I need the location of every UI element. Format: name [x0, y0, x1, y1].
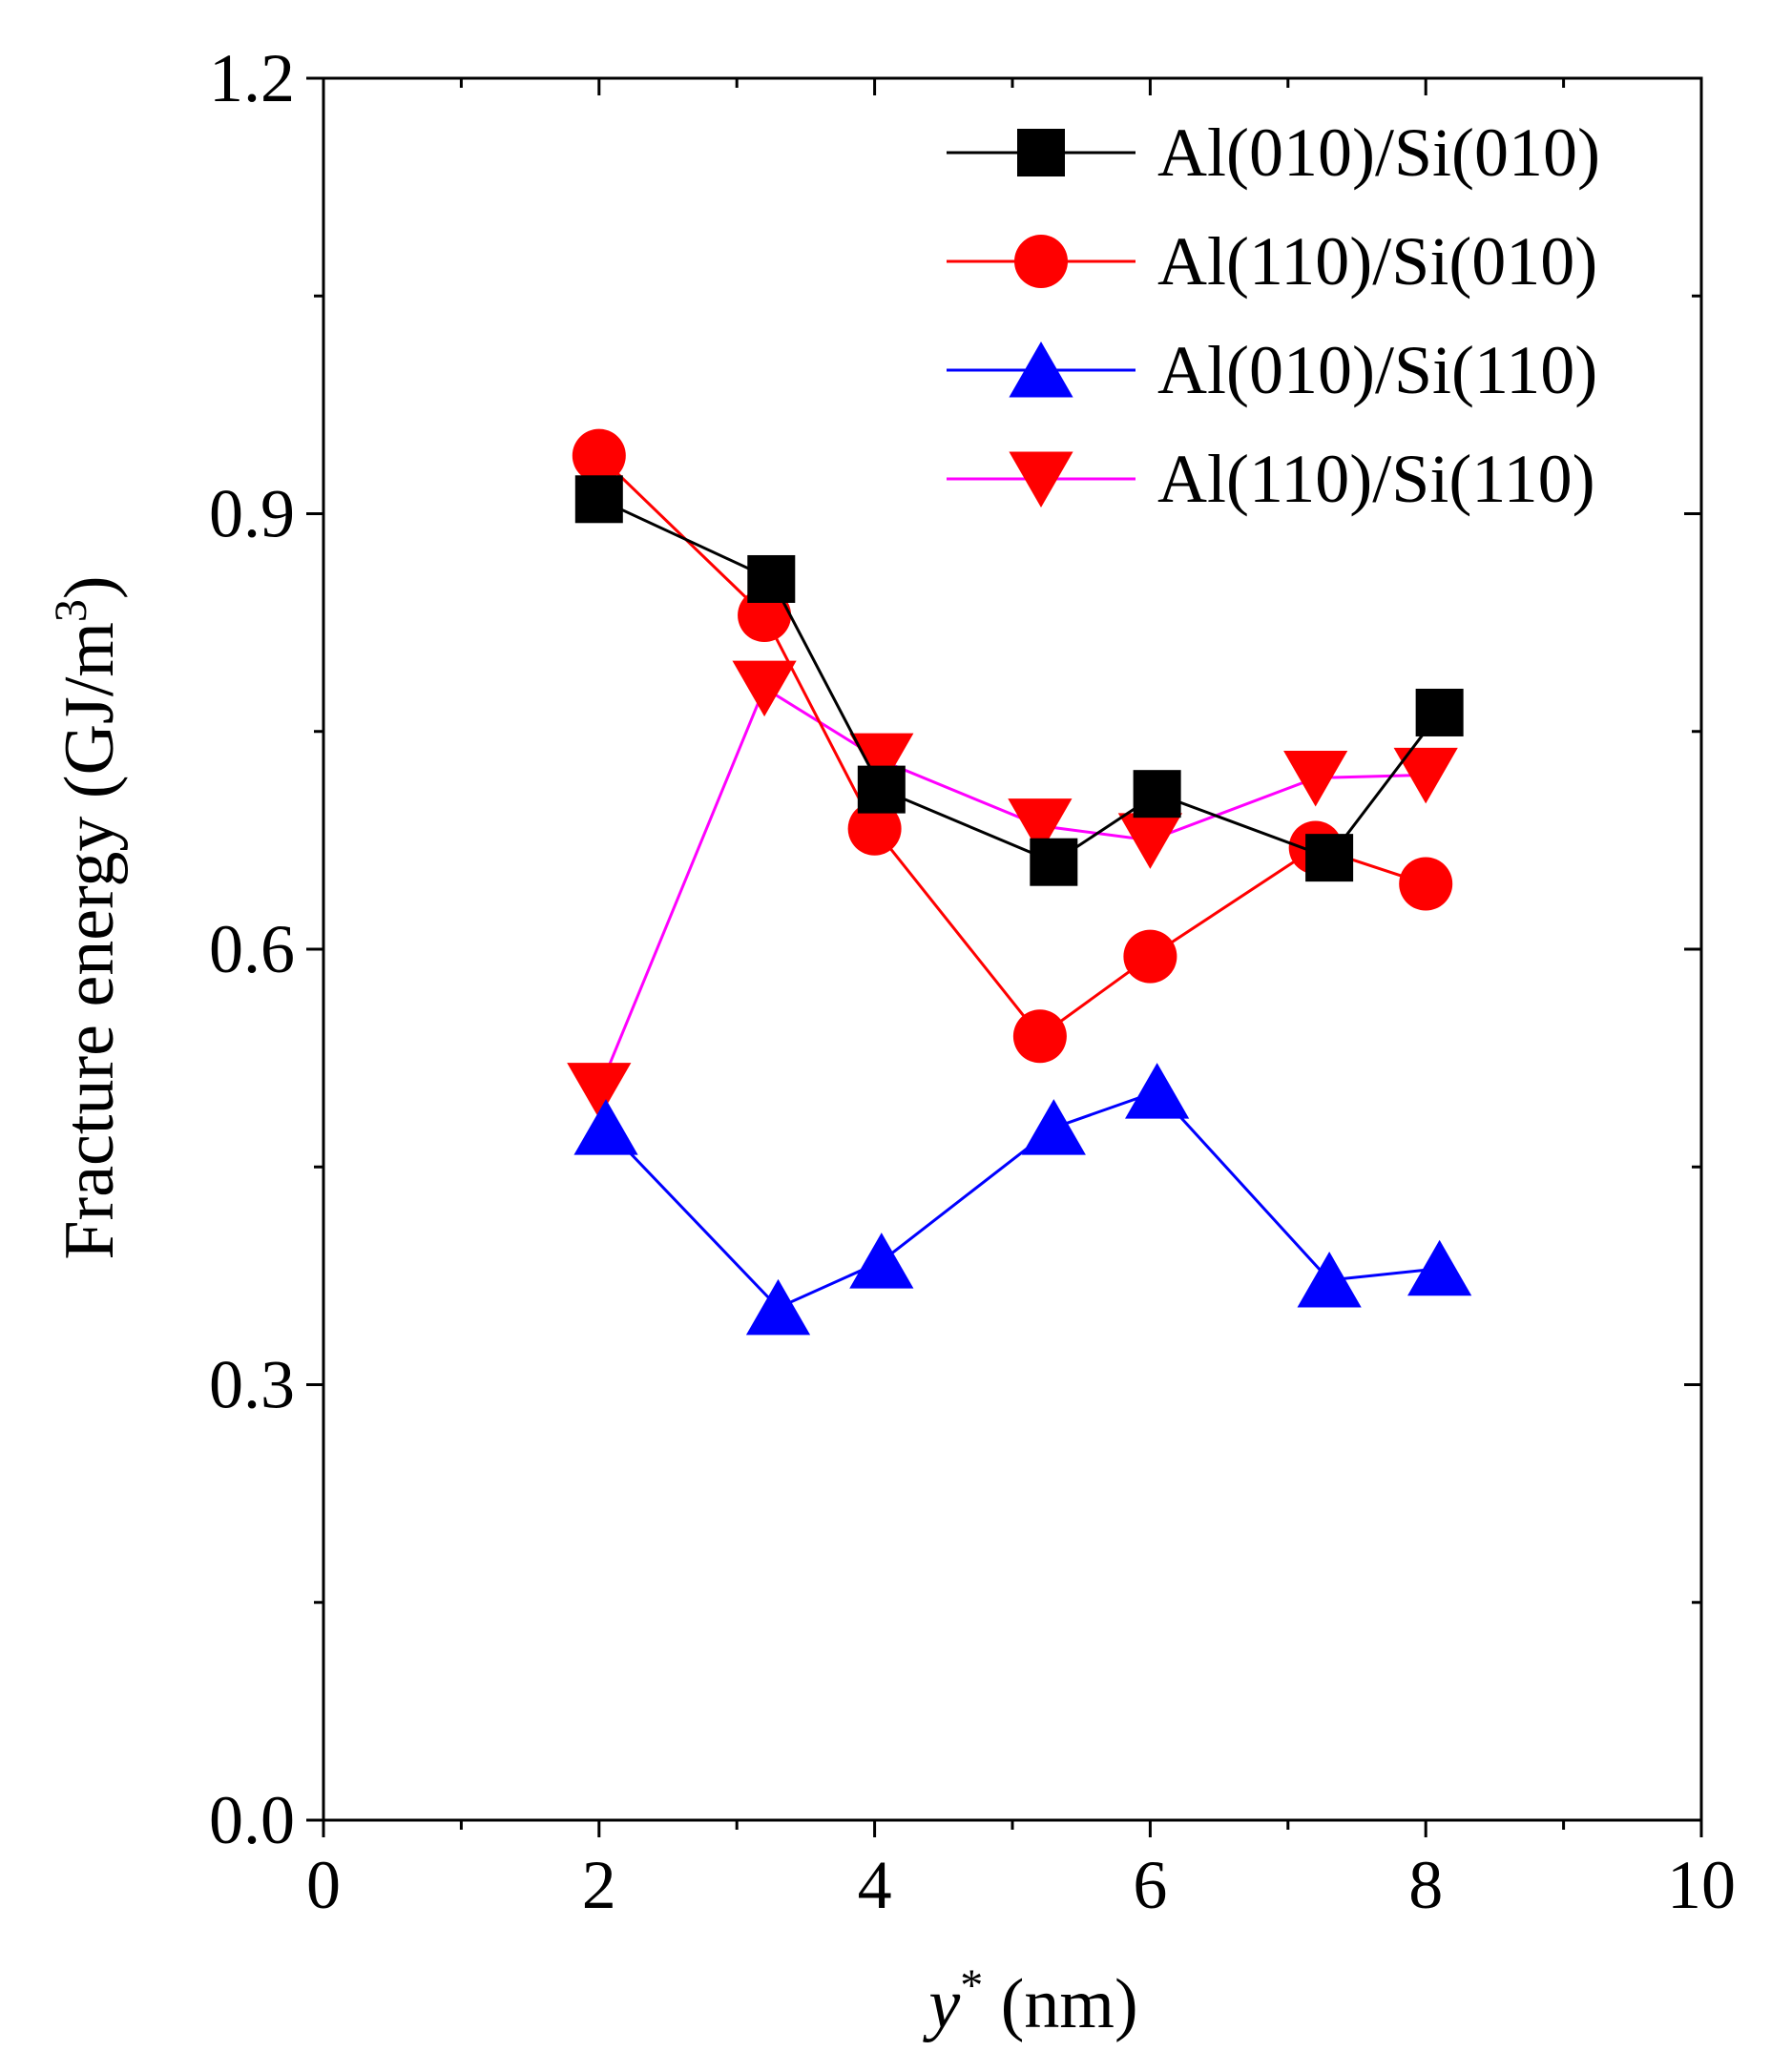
- series-4-point: [1283, 750, 1348, 807]
- y-axis-label-superscript: 3: [46, 599, 96, 622]
- legend-label: Al(110)/Si(010): [1157, 223, 1597, 300]
- series-3-point: [1021, 1099, 1086, 1155]
- series-3-point: [573, 1099, 638, 1155]
- y-tick-label: 1.2: [209, 40, 295, 116]
- series-4-point: [567, 1063, 632, 1119]
- y-axis-label-close: ): [51, 575, 129, 599]
- y-tick-label: 0.9: [209, 476, 295, 552]
- series-1-point: [1415, 688, 1464, 736]
- series-4-point: [1117, 813, 1182, 869]
- y-tick-label: 0.3: [209, 1347, 295, 1423]
- x-tick-label: 10: [1667, 1847, 1736, 1923]
- series-2-point: [572, 428, 626, 483]
- legend-entry-3: Al(010)/Si(110): [947, 332, 1597, 408]
- x-axis-label-variable: y: [922, 1965, 960, 2043]
- legend-label: Al(010)/Si(110): [1157, 332, 1597, 408]
- series-1: [574, 475, 1464, 886]
- legend-label: Al(010)/Si(010): [1157, 114, 1600, 191]
- x-tick-label: 6: [1133, 1847, 1167, 1923]
- x-tick-label: 4: [858, 1847, 892, 1923]
- series-3-point: [849, 1233, 914, 1289]
- axis-ticks: [306, 76, 1703, 1837]
- series-2-point: [1399, 857, 1453, 911]
- y-axis-label: Fracture energy (GJ/m3): [46, 575, 129, 1259]
- series-3-point: [1125, 1063, 1190, 1119]
- y-tick-label: 0.6: [209, 911, 295, 987]
- series-1-point: [574, 475, 623, 524]
- series-1-point: [1133, 770, 1181, 818]
- legend-marker: [1009, 451, 1073, 508]
- series-3: [573, 1063, 1472, 1336]
- legend-marker: [1017, 129, 1065, 176]
- y-tick-label: 0.0: [209, 1782, 295, 1858]
- series-4-point: [732, 660, 797, 717]
- x-tick-label: 2: [582, 1847, 616, 1923]
- x-axis-label-unit: (nm): [983, 1965, 1137, 2043]
- y-axis-label-main: Fracture energy (GJ/m: [51, 622, 129, 1260]
- legend-marker: [1009, 342, 1073, 398]
- legend: Al(010)/Si(010) Al(110)/Si(010) Al(010)/Si…: [947, 114, 1600, 517]
- series-3-point: [1297, 1251, 1362, 1308]
- series-layer: [567, 428, 1472, 1336]
- series-4-point: [1008, 798, 1073, 855]
- series-1-point: [1030, 838, 1078, 886]
- series-3-point: [1407, 1239, 1472, 1296]
- legend-entry-2: Al(110)/Si(010): [947, 223, 1597, 300]
- legend-label: Al(110)/Si(110): [1157, 441, 1595, 517]
- series-2-point: [1012, 1009, 1067, 1064]
- legend-entry-1: Al(010)/Si(010): [947, 114, 1600, 191]
- series-2-point: [1123, 929, 1177, 984]
- legend-entry-4: Al(110)/Si(110): [947, 441, 1595, 517]
- x-axis-label-superscript: *: [960, 1960, 983, 2011]
- x-tick-label: 8: [1408, 1847, 1443, 1923]
- x-axis-label: y* (nm): [922, 1960, 1137, 2043]
- legend-marker: [1014, 235, 1068, 288]
- series-1-point: [747, 554, 796, 603]
- series-2-point: [847, 801, 902, 856]
- series-4-point: [1393, 747, 1458, 804]
- series-1-point: [1305, 834, 1354, 882]
- series-4-point: [849, 733, 914, 790]
- tick-labels: 0 2 4 6 8 10 0.0 0.3 0.6 0.9 1.2: [209, 40, 1736, 1923]
- series-4: [567, 660, 1458, 1119]
- series-1-point: [857, 765, 906, 814]
- x-tick-label: 0: [306, 1847, 341, 1923]
- series-3-point: [745, 1278, 811, 1336]
